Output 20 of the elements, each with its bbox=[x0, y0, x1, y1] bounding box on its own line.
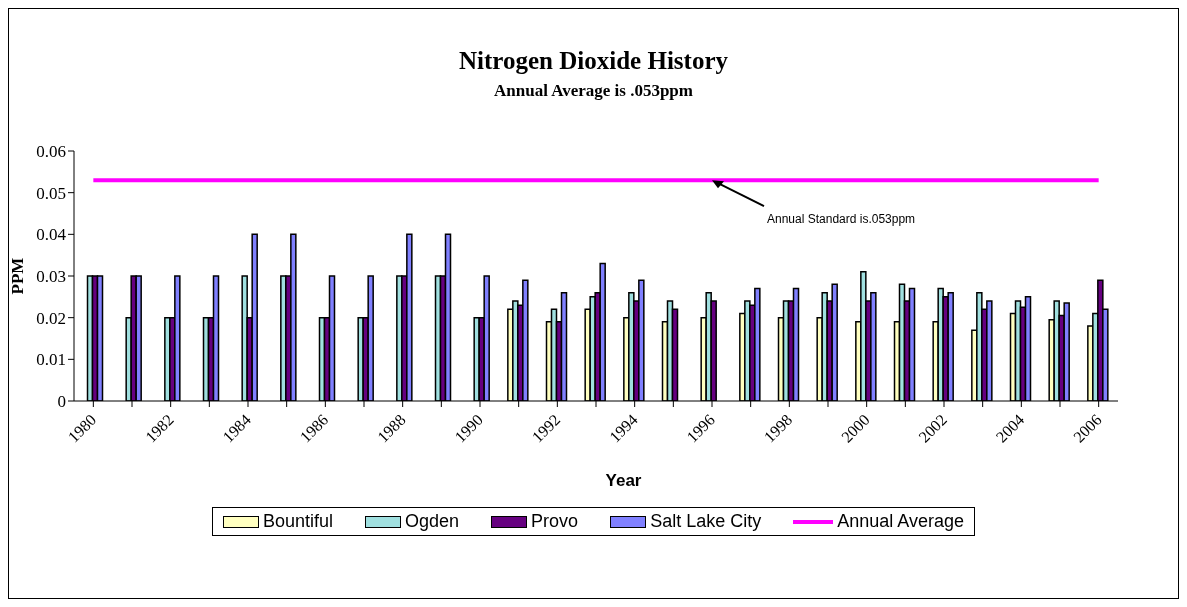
y-tick-label: 0.04 bbox=[36, 225, 67, 245]
y-axis-title: PPM bbox=[8, 257, 28, 295]
y-tick-label: 0.03 bbox=[36, 267, 66, 287]
x-tick-label: 1994 bbox=[606, 410, 641, 446]
legend-label: Annual Average bbox=[837, 511, 964, 532]
legend-label: Salt Lake City bbox=[650, 511, 762, 532]
y-tick-label: 0.05 bbox=[36, 183, 66, 203]
chart-title: Nitrogen Dioxide History bbox=[458, 47, 729, 75]
x-tick-label: 1982 bbox=[142, 410, 177, 446]
legend-label: Ogden bbox=[405, 511, 460, 532]
y-tick-label: 0.01 bbox=[36, 350, 66, 370]
chart-subtitle: Annual Average is .053ppm bbox=[493, 81, 694, 101]
y-tick-label: 0.06 bbox=[36, 142, 66, 162]
y-tick-label: 0 bbox=[57, 392, 66, 412]
legend-label: Provo bbox=[531, 511, 579, 532]
x-tick-label: 1988 bbox=[374, 410, 409, 446]
x-axis-title: Year bbox=[604, 471, 643, 491]
legend-label: Bountiful bbox=[263, 511, 334, 532]
y-tick-label: 0.02 bbox=[36, 308, 66, 328]
annotation: Annual Standard is.053ppm bbox=[767, 212, 916, 227]
